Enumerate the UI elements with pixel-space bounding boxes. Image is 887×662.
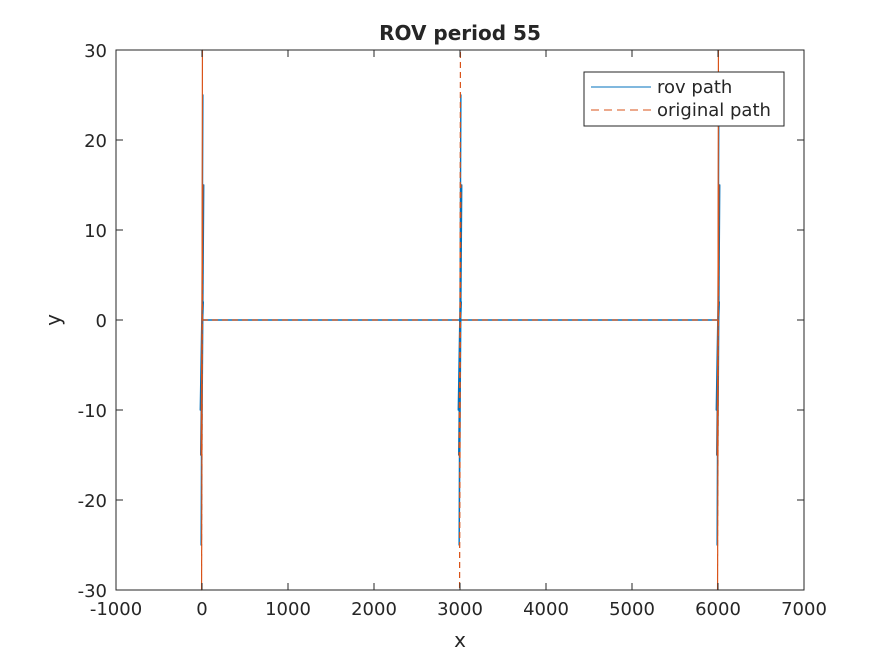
- y-tick-label: -10: [78, 401, 107, 422]
- x-tick-label: 3000: [437, 599, 483, 620]
- x-axis-label: x: [454, 628, 466, 652]
- x-tick-label: 7000: [781, 599, 827, 620]
- plot-area: -1000 0 1000 2000 3000 4000 5000 6000 7000 -30 -20…: [78, 41, 827, 620]
- y-tick-label: 30: [84, 41, 107, 62]
- chart-title: ROV period 55: [379, 21, 541, 45]
- x-tick-label: 5000: [609, 599, 655, 620]
- x-tick-label: -1000: [90, 599, 142, 620]
- y-tick-label: 0: [96, 311, 107, 332]
- y-axis-label: y: [41, 314, 65, 326]
- x-tick-label: 2000: [351, 599, 397, 620]
- legend-box: [583, 71, 785, 127]
- legend: rov path original path: [583, 71, 785, 127]
- y-tick-label: -20: [78, 491, 107, 512]
- y-tick-label: 20: [84, 131, 107, 152]
- series-line-original-path: [200, 49, 720, 591]
- legend-label-rov-path: rov path: [657, 77, 732, 98]
- legend-label-original-path: original path: [657, 100, 771, 121]
- x-tick-label: 0: [196, 599, 207, 620]
- y-tick-label: -30: [78, 581, 107, 602]
- y-tick-label: 10: [84, 221, 107, 242]
- x-tick-label: 1000: [265, 599, 311, 620]
- x-tick-label: 4000: [523, 599, 569, 620]
- x-tick-label: 6000: [695, 599, 741, 620]
